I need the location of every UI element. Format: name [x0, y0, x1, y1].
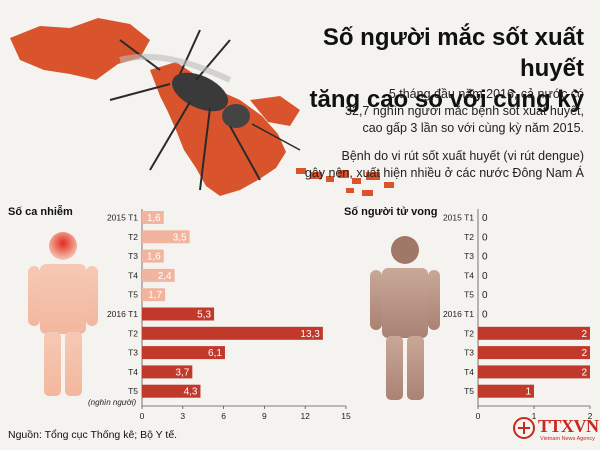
deaths-category-label: T3 — [464, 348, 474, 358]
infections-tick-label: 0 — [140, 411, 145, 421]
lead-paragraph: 5 tháng đầu năm 2016, cả nước có 32,7 ng… — [284, 86, 584, 137]
infections-tick-label: 15 — [341, 411, 351, 421]
deaths-category-label: T5 — [464, 386, 474, 396]
infections-chart-title: Số ca nhiễm — [8, 206, 73, 218]
title-line-1: Số người mắc sốt xuất huyết — [322, 24, 584, 82]
deaths-tick-label: 0 — [476, 411, 481, 421]
infections-unit-label: (nghìn người) — [88, 398, 137, 407]
ttxvn-logo: TTXVN Vietnam News Agency — [512, 414, 600, 450]
logo-subtext: Vietnam News Agency — [540, 436, 595, 442]
logo-text: TTXVN — [538, 416, 599, 436]
infections-category-label: T4 — [128, 367, 138, 377]
deaths-value-label: 0 — [482, 290, 488, 301]
infections-bar — [142, 346, 225, 360]
infections-value-label: 2,4 — [158, 271, 172, 282]
deaths-value-label: 0 — [482, 252, 488, 263]
lead-line-2: 32,7 nghìn người mắc bệnh sốt xuất huyết… — [345, 104, 584, 118]
dengue-description: Bệnh do vi rút sốt xuất huyết (vi rút de… — [254, 148, 584, 182]
deaths-category-label: 2015 T1 — [443, 213, 474, 223]
deaths-category-label: T2 — [464, 328, 474, 338]
deaths-value-label: 2 — [581, 329, 587, 340]
deaths-bar — [478, 365, 590, 379]
deaths-value-label: 0 — [482, 310, 488, 321]
infections-category-label: T2 — [128, 328, 138, 338]
deaths-category-label: 2016 T1 — [443, 309, 474, 319]
infections-tick-label: 12 — [300, 411, 310, 421]
infections-tick-label: 6 — [221, 411, 226, 421]
infections-category-label: T3 — [128, 348, 138, 358]
infections-category-label: T3 — [128, 251, 138, 261]
deaths-category-label: T5 — [464, 290, 474, 300]
infections-bar — [142, 268, 175, 282]
infections-bar — [142, 288, 166, 302]
infections-value-label: 5,3 — [197, 310, 211, 321]
infections-category-label: 2016 T1 — [107, 309, 138, 319]
infections-category-label: 2015 T1 — [107, 213, 138, 223]
deaths-tick-label: 1 — [532, 411, 537, 421]
deaths-bar — [478, 326, 590, 340]
ttxvn-emblem-icon — [513, 417, 535, 439]
deaths-category-label: T2 — [464, 232, 474, 242]
description-line-2: gây nên, xuất hiện nhiều ở các nước Đông… — [304, 166, 584, 180]
infections-value-label: 1,6 — [147, 252, 161, 263]
infections-value-label: 4,3 — [184, 387, 198, 398]
infections-value-label: 1,6 — [147, 213, 161, 224]
infections-category-label: T5 — [128, 386, 138, 396]
source-note: Nguồn: Tổng cục Thống kê; Bộ Y tế. — [8, 429, 178, 441]
lead-line-3: cao gấp 3 lần so với cùng kỳ năm 2015. — [362, 121, 584, 135]
infections-tick-label: 9 — [262, 411, 267, 421]
infections-category-label: T2 — [128, 232, 138, 242]
infections-tick-label: 3 — [180, 411, 185, 421]
deaths-value-label: 0 — [482, 213, 488, 224]
infections-value-label: 3,7 — [175, 367, 189, 378]
deaths-value-label: 0 — [482, 232, 488, 243]
infections-bar — [142, 249, 164, 263]
person-deceased-icon — [370, 236, 440, 400]
infections-bar — [142, 326, 323, 340]
page-title: Số người mắc sốt xuất huyết tăng cao so … — [254, 22, 584, 115]
infections-category-label: T5 — [128, 290, 138, 300]
deaths-value-label: 1 — [525, 387, 531, 398]
deaths-chart-title: Số người tử vong — [344, 206, 438, 218]
infections-value-label: 1,7 — [148, 290, 162, 301]
infections-bar — [142, 211, 164, 224]
infections-value-label: 13,3 — [300, 329, 320, 340]
deaths-tick-label: 2 — [588, 411, 593, 421]
infections-bar — [142, 365, 193, 379]
deaths-category-label: T4 — [464, 270, 474, 280]
infections-bar — [142, 307, 215, 321]
deaths-bar — [478, 346, 590, 360]
infections-value-label: 6,1 — [208, 348, 222, 359]
deaths-value-label: 0 — [482, 271, 488, 282]
deaths-category-label: T4 — [464, 367, 474, 377]
deaths-value-label: 2 — [581, 348, 587, 359]
infections-category-label: T4 — [128, 270, 138, 280]
infections-bar — [142, 230, 190, 244]
infections-value-label: 3,5 — [173, 232, 187, 243]
lead-line-1: 5 tháng đầu năm 2016, cả nước có — [388, 87, 584, 101]
person-infected-icon — [28, 232, 98, 396]
infections-bar — [142, 384, 201, 398]
mosquito-illustration — [109, 29, 301, 191]
description-line-1: Bệnh do vi rút sốt xuất huyết (vi rút de… — [341, 149, 585, 163]
deaths-bar — [478, 384, 534, 398]
deaths-value-label: 2 — [581, 367, 587, 378]
title-line-2: tăng cao so với cùng kỳ — [309, 86, 584, 113]
deaths-category-label: T3 — [464, 251, 474, 261]
